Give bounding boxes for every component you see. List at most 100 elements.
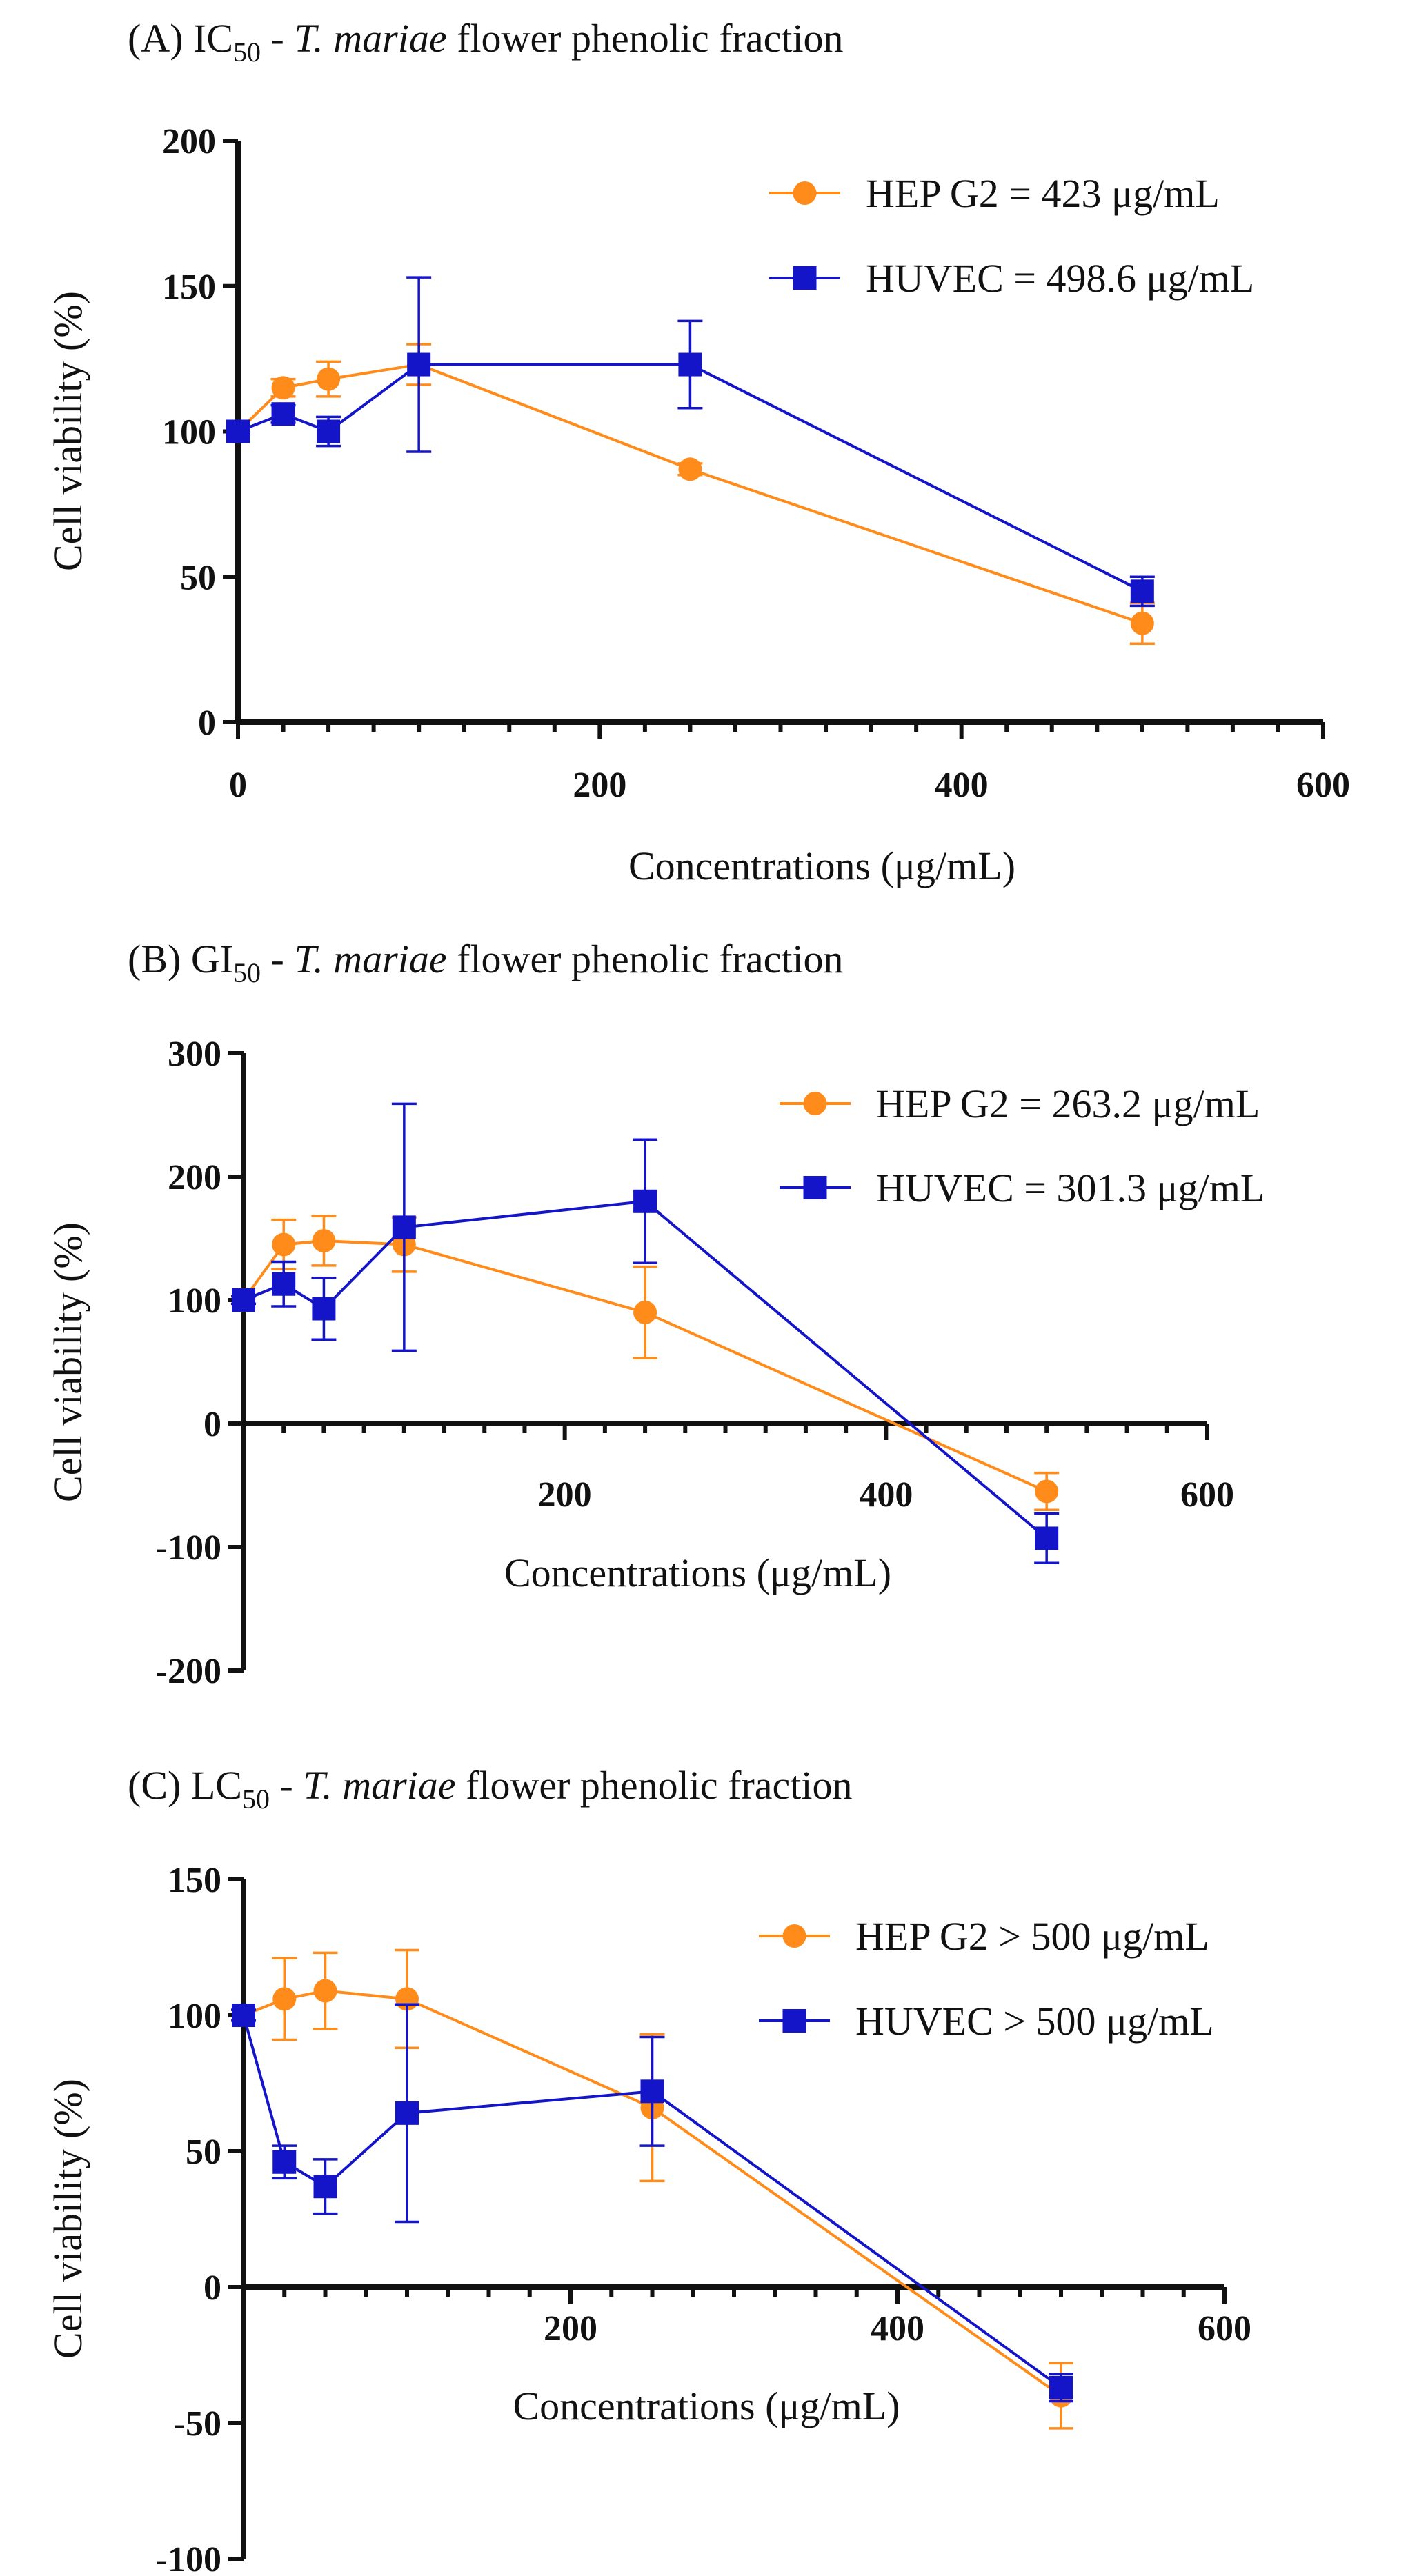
- x-tick-label: 600: [1296, 766, 1350, 805]
- title-suffix: flower phenolic fraction: [447, 16, 844, 61]
- data-point: [678, 352, 702, 377]
- legend-entry: HUVEC = 498.6 μg/mL: [769, 256, 1254, 301]
- data-point: [317, 367, 341, 391]
- x-tick-label: 400: [859, 1475, 913, 1515]
- legend-entry: HUVEC = 301.3 μg/mL: [780, 1166, 1265, 1210]
- title-species: T. mariae: [294, 16, 446, 61]
- y-axis-title: Cell viability (%): [46, 1222, 90, 1502]
- series-huvec: [231, 2003, 1073, 2403]
- legend-label: HUVEC = 498.6 μg/mL: [866, 256, 1254, 301]
- y-tick-label: 100: [168, 1997, 221, 2036]
- data-point: [313, 1979, 337, 2003]
- data-point: [272, 1987, 297, 2011]
- y-axis-title: Cell viability (%): [46, 291, 90, 571]
- y-tick-label: 100: [168, 1281, 221, 1321]
- title-subscript: 50: [233, 957, 261, 988]
- y-tick-label: 0: [204, 1405, 221, 1444]
- y-tick-label: 0: [204, 2268, 221, 2308]
- x-tick-label: 600: [1198, 2309, 1251, 2348]
- legend-label: HEP G2 = 263.2 μg/mL: [876, 1081, 1260, 1126]
- title-suffix: flower phenolic fraction: [447, 937, 844, 981]
- y-tick-label: 200: [168, 1158, 221, 1197]
- series-huvec: [231, 1102, 1060, 1565]
- x-axis-title: Concentrations (μg/mL): [504, 1550, 891, 1595]
- title-suffix: flower phenolic fraction: [456, 1763, 853, 1808]
- data-point: [640, 2079, 664, 2104]
- data-point: [1049, 2375, 1073, 2399]
- legend-marker: [782, 1924, 806, 1948]
- title-species: T. mariae: [294, 937, 446, 981]
- x-tick-label: 200: [573, 766, 626, 805]
- y-tick-label: 50: [180, 558, 216, 597]
- data-point: [272, 2150, 297, 2174]
- chart-title: (C) LC50 - T. mariae flower phenolic fra…: [128, 1763, 852, 1815]
- x-axis-title: Concentrations (μg/mL): [513, 2384, 900, 2428]
- legend-marker: [793, 266, 817, 290]
- y-tick-label: 0: [198, 703, 216, 743]
- legend-entry: HEP G2 > 500 μg/mL: [759, 1914, 1209, 1959]
- data-point: [232, 1288, 255, 1312]
- chart-2: (B) GI50 - T. mariae flower phenolic fra…: [46, 937, 1265, 1691]
- title-prefix: (C) LC: [128, 1763, 242, 1808]
- legend-label: HUVEC = 301.3 μg/mL: [876, 1166, 1265, 1210]
- x-tick-label: 200: [538, 1475, 592, 1515]
- y-tick-label: 200: [162, 122, 216, 161]
- x-tick-label: 0: [229, 766, 247, 805]
- y-tick-label: 100: [162, 413, 216, 452]
- y-axis-title: Cell viability (%): [46, 2079, 90, 2359]
- title-species: T. mariae: [303, 1763, 455, 1808]
- data-point: [226, 419, 250, 443]
- title-separator: -: [261, 937, 294, 981]
- y-tick-label: 150: [168, 1861, 221, 1900]
- data-point: [1035, 1526, 1059, 1550]
- legend-marker: [782, 2009, 806, 2033]
- data-point: [271, 402, 295, 426]
- y-tick-label: -100: [156, 2540, 221, 2576]
- legend-marker: [803, 1092, 827, 1115]
- data-point: [313, 2175, 337, 2199]
- chart-1: (A) IC50 - T. mariae flower phenolic fra…: [46, 16, 1350, 888]
- title-separator: -: [270, 1763, 303, 1808]
- data-point: [271, 376, 295, 400]
- chart-title: (A) IC50 - T. mariae flower phenolic fra…: [128, 16, 844, 68]
- data-point: [232, 2004, 255, 2027]
- chart-title: (B) GI50 - T. mariae flower phenolic fra…: [128, 937, 844, 988]
- title-subscript: 50: [242, 1784, 270, 1815]
- data-point: [312, 1297, 336, 1321]
- x-tick-label: 600: [1180, 1475, 1234, 1515]
- legend-entry: HUVEC > 500 μg/mL: [759, 1999, 1214, 2044]
- y-tick-label: -100: [156, 1528, 221, 1568]
- legend-entry: HEP G2 = 423 μg/mL: [769, 171, 1220, 216]
- chart-3: (C) LC50 - T. mariae flower phenolic fra…: [46, 1763, 1251, 2576]
- x-tick-label: 200: [544, 2309, 597, 2348]
- series-huvec: [226, 276, 1155, 608]
- data-point: [633, 1189, 657, 1213]
- data-point: [1130, 579, 1154, 603]
- data-point: [678, 457, 702, 481]
- data-point: [392, 1215, 416, 1239]
- data-point: [312, 1229, 336, 1253]
- data-point: [317, 419, 341, 443]
- title-prefix: (A) IC: [128, 16, 233, 61]
- x-tick-label: 400: [871, 2309, 924, 2348]
- data-point: [272, 1232, 296, 1257]
- legend-marker: [793, 181, 817, 205]
- y-tick-label: 300: [168, 1035, 221, 1074]
- legend-entry: HEP G2 = 263.2 μg/mL: [780, 1081, 1260, 1126]
- title-subscript: 50: [233, 37, 261, 68]
- data-point: [633, 1300, 657, 1324]
- data-point: [407, 352, 431, 377]
- legend-label: HEP G2 > 500 μg/mL: [855, 1914, 1209, 1959]
- y-tick-label: -200: [156, 1652, 221, 1691]
- data-point: [1035, 1479, 1059, 1504]
- x-tick-label: 400: [935, 766, 989, 805]
- title-separator: -: [261, 16, 294, 61]
- data-point: [272, 1272, 296, 1296]
- legend-marker: [803, 1176, 827, 1199]
- title-prefix: (B) GI: [128, 937, 233, 981]
- y-tick-label: 150: [162, 268, 216, 307]
- legend-label: HUVEC > 500 μg/mL: [855, 1999, 1214, 2044]
- data-point: [395, 2101, 419, 2125]
- x-axis-title: Concentrations (μg/mL): [628, 843, 1015, 888]
